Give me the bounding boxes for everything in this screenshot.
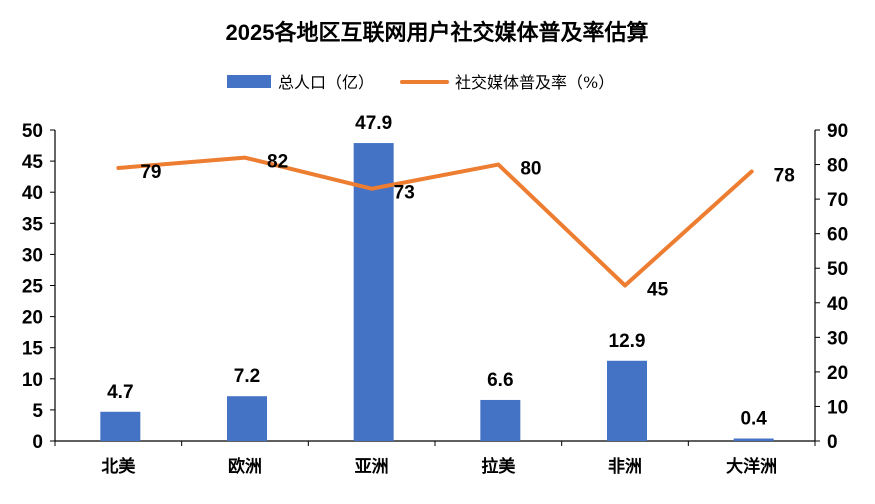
y-right-tick-label: 0 — [827, 432, 838, 453]
chart-title: 2025各地区互联网用户社交媒体普及率估算 — [226, 20, 649, 45]
y-right-tick-label: 40 — [827, 294, 848, 315]
legend: 总人口（亿） 社交媒体普及率（%） — [227, 73, 614, 92]
line-data-label: 80 — [520, 159, 541, 180]
bar — [227, 396, 267, 441]
line-series — [116, 155, 754, 288]
y-left-tick-label: 45 — [22, 152, 44, 173]
y-right-tick-label: 60 — [827, 225, 848, 246]
bar-data-label: 47.9 — [355, 113, 392, 134]
bar — [480, 399, 521, 441]
bar-data-label: 12.9 — [609, 331, 646, 352]
bar — [607, 360, 647, 441]
y-left-tick-label: 5 — [32, 401, 43, 422]
x-tick-label: 北美 — [101, 456, 136, 477]
x-tick-label: 亚洲 — [355, 457, 389, 477]
x-tick-label: 欧洲 — [228, 456, 262, 477]
y-right-tick-label: 90 — [827, 121, 848, 142]
y-left-tick-label: 10 — [22, 370, 43, 391]
bar — [353, 143, 394, 441]
y-right-tick-label: 30 — [827, 328, 848, 349]
line-data-label: 82 — [267, 152, 288, 173]
y-right-tick-label: 70 — [827, 190, 848, 211]
x-tick-label: 大洋洲 — [726, 456, 777, 477]
legend-label-line: 社交媒体普及率（%） — [455, 73, 614, 92]
y-right-tick-label: 10 — [827, 397, 848, 418]
x-tick-label: 拉美 — [481, 456, 516, 477]
y-left-tick-label: 40 — [22, 183, 43, 204]
line-data-label: 78 — [774, 165, 795, 186]
y-right-tick-label: 50 — [827, 259, 848, 280]
y-left-tick-label: 0 — [32, 432, 43, 453]
y-left-tick-label: 30 — [22, 245, 43, 266]
bar — [733, 438, 774, 441]
y-left-tick-label: 20 — [22, 308, 43, 329]
x-tick-label: 非洲 — [608, 456, 642, 477]
bar-data-label: 7.2 — [234, 366, 260, 387]
y-left-tick-label: 50 — [22, 121, 43, 142]
legend-label-bar: 总人口（亿） — [278, 73, 374, 92]
line-data-label: 73 — [394, 183, 415, 204]
line-data-label: 79 — [140, 162, 161, 183]
y-right-tick-label: 20 — [827, 363, 848, 384]
y-right-tick-label: 80 — [827, 156, 848, 177]
bar-data-label: 4.7 — [107, 382, 133, 403]
legend-swatch-bar — [227, 75, 271, 88]
bar-data-label: 6.6 — [487, 370, 513, 391]
line-data-label: 45 — [647, 280, 669, 301]
y-left-tick-label: 35 — [22, 214, 44, 235]
bar — [100, 411, 141, 441]
y-left-tick-label: 15 — [22, 339, 44, 360]
bar-data-label: 0.4 — [740, 409, 767, 430]
y-left-tick-label: 25 — [22, 277, 44, 298]
